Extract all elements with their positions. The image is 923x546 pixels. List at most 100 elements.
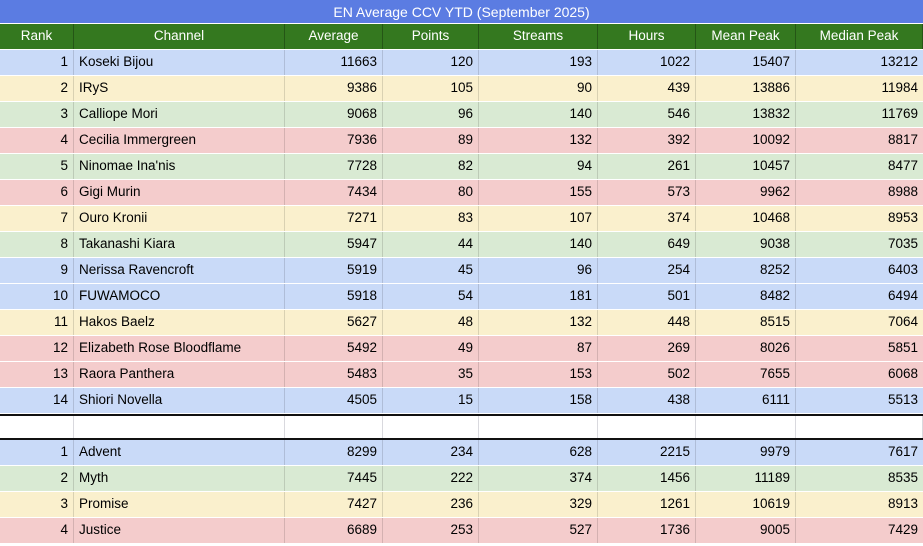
cell-rank[interactable]: 10 [0, 284, 74, 309]
cell-rank[interactable]: 2 [0, 466, 74, 491]
empty-cell[interactable] [696, 416, 796, 438]
cell-hours[interactable]: 546 [598, 102, 696, 127]
cell-average[interactable]: 7445 [285, 466, 383, 491]
cell-rank[interactable]: 4 [0, 518, 74, 543]
cell-median_peak[interactable]: 6494 [887, 288, 918, 303]
cell-streams[interactable]: 628 [479, 440, 598, 465]
cell-median_peak[interactable]: 6068 [887, 366, 918, 381]
cell-average[interactable]: 9068 [285, 102, 383, 127]
cell-channel[interactable]: IRyS [74, 76, 285, 101]
cell-points[interactable]: 15 [383, 388, 479, 413]
cell-median_peak[interactable]: 11984 [881, 80, 918, 95]
cell-average[interactable]: 6689 [285, 518, 383, 543]
cell-channel[interactable]: Ouro Kronii [74, 206, 285, 231]
cell-points[interactable]: 105 [383, 76, 479, 101]
cell-mean_peak[interactable]: 10457 [696, 154, 796, 179]
cell-rank[interactable]: 1 [0, 50, 74, 75]
cell-average[interactable]: 5947 [285, 232, 383, 257]
cell-mean_peak[interactable]: 13886 [696, 76, 796, 101]
cell-rank[interactable]: 11 [0, 310, 74, 335]
cell-hours[interactable]: 502 [598, 362, 696, 387]
cell-hours[interactable]: 254 [598, 258, 696, 283]
cell-hours[interactable]: 261 [598, 154, 696, 179]
cell-average[interactable]: 5919 [285, 258, 383, 283]
cell-average[interactable]: 9386 [285, 76, 383, 101]
column-header-points[interactable]: Points [383, 24, 479, 49]
cell-median_peak[interactable]: 7429 [887, 522, 918, 537]
cell-streams[interactable]: 132 [479, 310, 598, 335]
cell-rank[interactable]: 6 [0, 180, 74, 205]
cell-points[interactable]: 222 [383, 466, 479, 491]
cell-channel[interactable]: Takanashi Kiara [74, 232, 285, 257]
empty-cell[interactable] [0, 416, 74, 438]
empty-cell[interactable] [479, 416, 598, 438]
cell-rank[interactable]: 3 [0, 102, 74, 127]
cell-channel[interactable]: Hakos Baelz [74, 310, 285, 335]
cell-streams[interactable]: 527 [479, 518, 598, 543]
cell-rank[interactable]: 13 [0, 362, 74, 387]
cell-average[interactable]: 5483 [285, 362, 383, 387]
cell-mean_peak[interactable]: 13832 [696, 102, 796, 127]
empty-cell[interactable] [74, 416, 285, 438]
cell-streams[interactable]: 193 [479, 50, 598, 75]
cell-hours[interactable]: 573 [598, 180, 696, 205]
cell-median_peak[interactable]: 5513 [887, 392, 918, 407]
column-header-mean_peak[interactable]: Mean Peak [696, 24, 796, 49]
cell-median_peak[interactable]: 7617 [887, 444, 918, 459]
cell-average[interactable]: 7936 [285, 128, 383, 153]
cell-streams[interactable]: 374 [479, 466, 598, 491]
cell-rank[interactable]: 2 [0, 76, 74, 101]
cell-hours[interactable]: 501 [598, 284, 696, 309]
cell-mean_peak[interactable]: 15407 [696, 50, 796, 75]
cell-channel[interactable]: FUWAMOCO [74, 284, 285, 309]
cell-channel[interactable]: Koseki Bijou [74, 50, 285, 75]
cell-rank[interactable]: 14 [0, 388, 74, 413]
cell-streams[interactable]: 140 [479, 102, 598, 127]
cell-average[interactable]: 7434 [285, 180, 383, 205]
cell-average[interactable]: 8299 [285, 440, 383, 465]
cell-rank[interactable]: 8 [0, 232, 74, 257]
cell-median_peak[interactable]: 7035 [887, 236, 918, 251]
cell-hours[interactable]: 649 [598, 232, 696, 257]
cell-hours[interactable]: 374 [598, 206, 696, 231]
cell-channel[interactable]: Myth [74, 466, 285, 491]
cell-mean_peak[interactable]: 10619 [696, 492, 796, 517]
cell-rank[interactable]: 7 [0, 206, 74, 231]
column-header-average[interactable]: Average [285, 24, 383, 49]
column-header-streams[interactable]: Streams [479, 24, 598, 49]
cell-rank[interactable]: 5 [0, 154, 74, 179]
column-header-rank[interactable]: Rank [0, 24, 74, 49]
cell-points[interactable]: 89 [383, 128, 479, 153]
cell-points[interactable]: 82 [383, 154, 479, 179]
cell-mean_peak[interactable]: 8252 [696, 258, 796, 283]
cell-median_peak[interactable]: 6403 [887, 262, 918, 277]
empty-cell[interactable] [285, 416, 383, 438]
cell-points[interactable]: 253 [383, 518, 479, 543]
cell-streams[interactable]: 140 [479, 232, 598, 257]
cell-median_peak[interactable]: 8913 [887, 496, 918, 511]
empty-cell[interactable] [598, 416, 696, 438]
cell-channel[interactable]: Cecilia Immergreen [74, 128, 285, 153]
cell-average[interactable]: 11663 [285, 50, 383, 75]
cell-median_peak[interactable]: 8535 [887, 470, 918, 485]
cell-streams[interactable]: 96 [479, 258, 598, 283]
empty-cell[interactable] [383, 416, 479, 438]
cell-channel[interactable]: Nerissa Ravencroft [74, 258, 285, 283]
cell-points[interactable]: 234 [383, 440, 479, 465]
column-header-hours[interactable]: Hours [598, 24, 696, 49]
cell-hours[interactable]: 448 [598, 310, 696, 335]
cell-points[interactable]: 80 [383, 180, 479, 205]
cell-median_peak[interactable]: 7064 [887, 314, 918, 329]
cell-channel[interactable]: Gigi Murin [74, 180, 285, 205]
cell-median_peak[interactable]: 5851 [887, 340, 918, 355]
cell-streams[interactable]: 158 [479, 388, 598, 413]
cell-mean_peak[interactable]: 11189 [696, 466, 796, 491]
cell-streams[interactable]: 90 [479, 76, 598, 101]
cell-hours[interactable]: 438 [598, 388, 696, 413]
cell-average[interactable]: 5492 [285, 336, 383, 361]
cell-mean_peak[interactable]: 10468 [696, 206, 796, 231]
cell-average[interactable]: 5627 [285, 310, 383, 335]
cell-hours[interactable]: 1022 [598, 50, 696, 75]
cell-channel[interactable]: Calliope Mori [74, 102, 285, 127]
cell-hours[interactable]: 1736 [598, 518, 696, 543]
